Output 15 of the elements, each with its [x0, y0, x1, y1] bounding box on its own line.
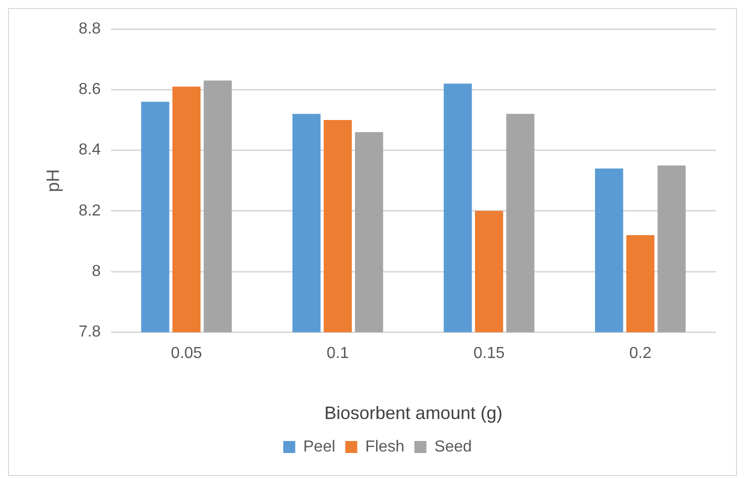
y-tick-label: 8.2 — [78, 202, 101, 220]
y-axis-title: pH — [42, 169, 63, 192]
x-tick-label: 0.1 — [326, 345, 349, 362]
legend-label: Seed — [434, 438, 472, 456]
x-tick-label: 0.15 — [473, 345, 505, 362]
y-tick-label: 8.8 — [78, 20, 101, 38]
x-axis-title: Biosorbent amount (g) — [324, 403, 502, 424]
x-tick-label: 0.05 — [170, 345, 202, 362]
legend-label: Peel — [303, 438, 336, 456]
y-tick-label: 8.6 — [78, 81, 101, 98]
x-tick-label: 0.2 — [629, 345, 652, 362]
y-tick-label: 8.4 — [78, 142, 101, 159]
y-tick-label: 8 — [92, 262, 101, 280]
legend-label: Flesh — [365, 438, 404, 456]
y-tick-label: 7.8 — [78, 324, 101, 341]
